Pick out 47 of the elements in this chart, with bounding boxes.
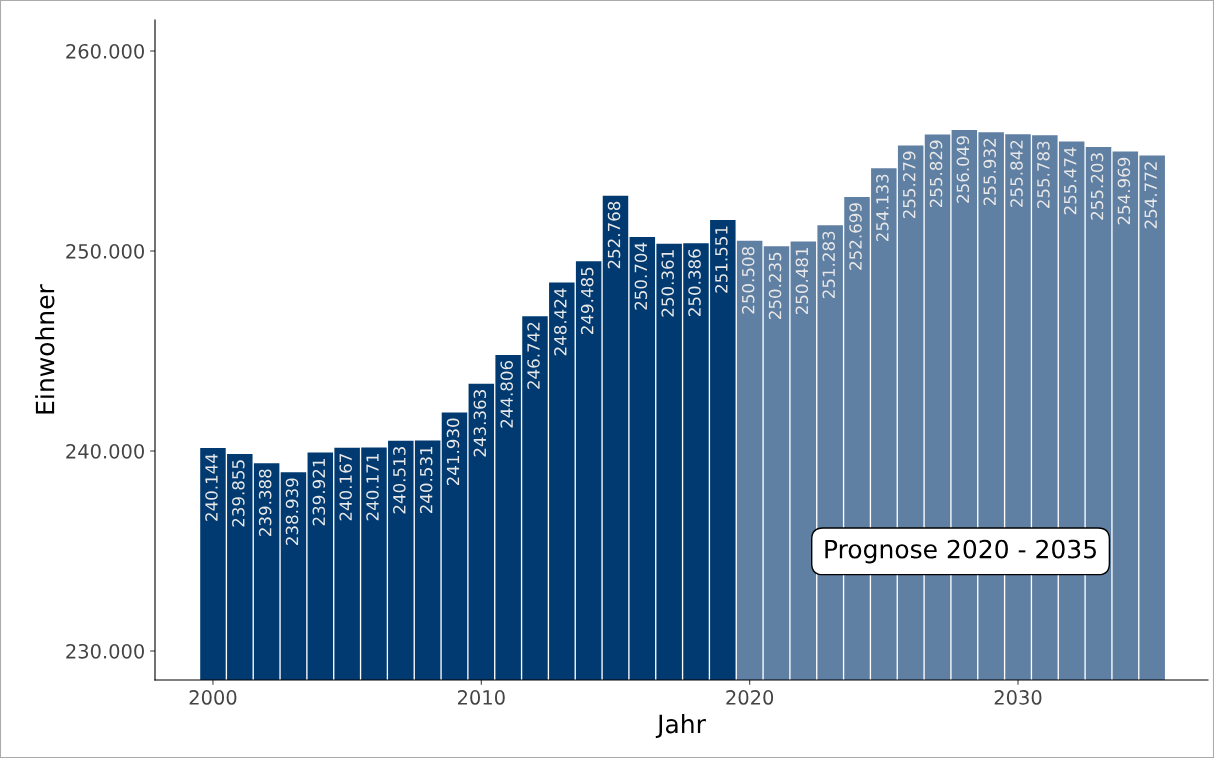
data-label: 252.699 xyxy=(849,203,862,270)
data-label: 254.969 xyxy=(1117,157,1131,225)
data-label: 255.279 xyxy=(902,151,916,219)
data-label: 255.783 xyxy=(1037,141,1050,209)
data-label: 240.171 xyxy=(366,454,379,521)
x-tick-label: 2010 xyxy=(457,690,505,705)
data-label: 254.133 xyxy=(876,174,889,242)
data-label: 240.531 xyxy=(419,446,433,514)
x-axis-title: Jahr xyxy=(655,714,706,739)
data-label: 251.551 xyxy=(715,226,728,293)
data-label: 255.842 xyxy=(1010,140,1023,207)
data-label: 251.283 xyxy=(822,231,835,299)
data-label: 255.932 xyxy=(983,139,997,206)
data-label: 239.921 xyxy=(312,459,326,526)
data-label: 256.049 xyxy=(956,136,970,203)
data-label: 238.939 xyxy=(285,478,299,545)
x-tick-label: 2020 xyxy=(726,690,774,705)
data-label: 250.386 xyxy=(688,249,701,316)
data-label: 240.167 xyxy=(339,454,352,521)
data-label: 239.388 xyxy=(258,469,272,536)
data-label: 250.704 xyxy=(634,242,648,310)
data-label: 240.144 xyxy=(205,454,218,521)
data-label: 248.424 xyxy=(554,288,567,356)
data-label: 246.742 xyxy=(527,322,540,389)
data-label: 239.855 xyxy=(232,460,245,527)
x-tick-label: 2000 xyxy=(189,690,237,705)
data-label: 255.474 xyxy=(1063,147,1077,215)
data-label: 252.768 xyxy=(607,201,621,269)
y-tick-label: 250.000 xyxy=(66,243,144,259)
data-label: 255.829 xyxy=(929,140,943,208)
data-label: 250.481 xyxy=(795,247,809,315)
data-label: 241.930 xyxy=(446,418,460,486)
x-tick-label: 2030 xyxy=(994,690,1042,705)
data-label: 243.363 xyxy=(473,390,487,457)
data-label: 250.508 xyxy=(741,246,755,314)
annotation: Prognose 2020 - 2035 xyxy=(825,539,1096,564)
data-label: 254.772 xyxy=(1144,162,1158,229)
y-tick-label: 240.000 xyxy=(66,443,144,459)
data-label: 244.806 xyxy=(500,360,513,428)
y-axis-title: Einwohner xyxy=(35,284,55,414)
data-label: 250.235 xyxy=(768,252,782,319)
data-label: 240.513 xyxy=(393,447,406,514)
y-tick-label: 230.000 xyxy=(66,643,144,659)
data-label: 249.485 xyxy=(580,267,594,334)
y-tick-label: 260.000 xyxy=(66,43,144,59)
data-label: 250.361 xyxy=(661,250,674,317)
data-label: 255.203 xyxy=(1090,153,1104,220)
